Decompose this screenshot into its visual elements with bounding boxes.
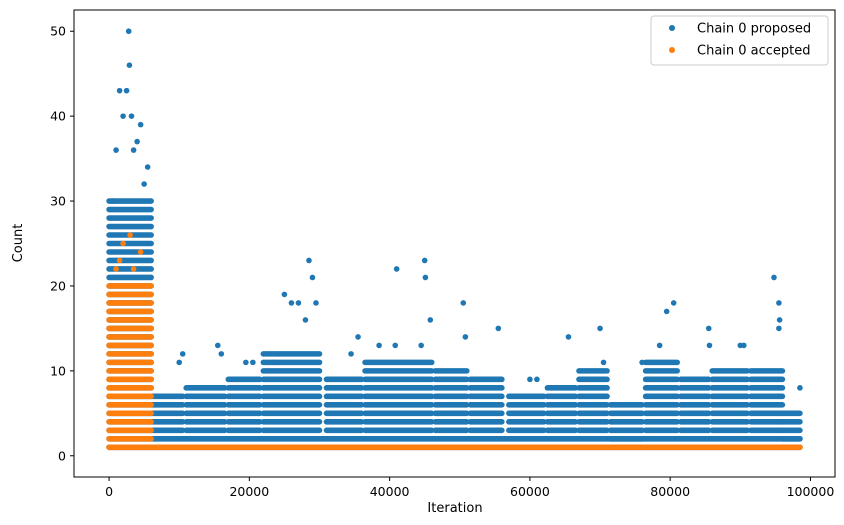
data-point-0-37 [462, 334, 469, 340]
x-tick-label: 40000 [370, 484, 410, 499]
data-point-1-3 [127, 232, 133, 238]
y-axis-ticks: 0 10 20 30 40 50 [50, 24, 74, 463]
data-point-0-31 [392, 342, 399, 349]
legend-marker-accepted [669, 47, 675, 53]
data-point-0-23 [302, 317, 309, 323]
data-point-0-27 [348, 351, 354, 357]
data-point-0-24 [306, 257, 312, 264]
data-point-1-1 [116, 257, 123, 264]
data-point-1-2 [120, 240, 126, 247]
data-point-0-42 [597, 325, 603, 332]
y-tick-label: 30 [50, 194, 66, 209]
data-point-0-44 [639, 359, 645, 366]
x-tick-label: 100000 [787, 484, 835, 499]
data-point-0-45 [656, 342, 663, 349]
legend-label-accepted: Chain 0 accepted [697, 44, 811, 59]
data-point-0-15 [214, 342, 221, 349]
data-point-0-18 [250, 359, 256, 366]
data-point-0-30 [393, 266, 400, 272]
data-point-0-38 [495, 325, 502, 332]
data-point-0-5 [125, 28, 132, 35]
data-point-0-7 [128, 113, 135, 119]
data-point-1-6 [141, 283, 147, 289]
plot-frame [73, 9, 836, 478]
data-point-0-1 [113, 147, 119, 153]
data-point-1-5 [137, 249, 144, 255]
data-point-0-34 [422, 274, 429, 281]
data-point-0-9 [134, 138, 140, 145]
x-axis-ticks: 0 20000 40000 60000 80000 100000 [105, 477, 834, 499]
data-point-0-19 [271, 359, 277, 366]
y-tick-label: 10 [50, 363, 66, 378]
series-band-group-1 [106, 283, 803, 451]
data-point-0-53 [776, 300, 782, 306]
data-point-0-26 [313, 300, 319, 306]
data-point-0-17 [243, 359, 249, 366]
data-point-0-33 [421, 257, 428, 264]
data-point-0-46 [663, 308, 670, 315]
data-point-1-0 [113, 266, 119, 272]
data-point-0-28 [355, 334, 361, 340]
data-point-0-4 [123, 87, 130, 94]
data-point-0-14 [179, 351, 186, 357]
x-tick-label: 60000 [510, 484, 550, 499]
data-point-1-4 [130, 266, 137, 272]
plot-points [109, 28, 803, 391]
legend: Chain 0 proposed Chain 0 accepted [650, 15, 829, 66]
data-point-0-29 [376, 342, 382, 349]
y-tick-label: 50 [50, 24, 66, 39]
data-point-0-36 [460, 300, 467, 306]
data-point-0-20 [281, 291, 288, 298]
x-axis-label: Iteration [427, 501, 482, 516]
x-tick-label: 20000 [229, 484, 269, 499]
data-point-0-32 [418, 342, 424, 349]
legend-label-proposed: Chain 0 proposed [697, 22, 811, 37]
data-point-0-10 [137, 121, 144, 128]
data-point-0-13 [176, 359, 183, 366]
legend-marker-proposed [669, 25, 675, 31]
data-point-0-8 [130, 147, 137, 153]
data-point-0-49 [706, 342, 713, 349]
y-tick-label: 20 [50, 278, 66, 293]
data-point-0-12 [144, 164, 151, 170]
data-point-0-21 [288, 300, 295, 306]
data-point-0-40 [534, 376, 540, 383]
data-point-0-51 [741, 342, 747, 349]
x-tick-label: 80000 [650, 484, 690, 499]
y-axis-label: Count [11, 224, 26, 263]
data-point-0-2 [116, 87, 123, 94]
y-tick-label: 0 [58, 448, 66, 463]
data-point-0-43 [600, 359, 607, 366]
data-point-0-3 [120, 113, 126, 119]
data-point-0-55 [776, 325, 782, 332]
data-point-0-47 [670, 300, 677, 306]
y-tick-label: 40 [50, 109, 66, 124]
data-point-0-22 [295, 300, 302, 306]
x-tick-label: 0 [105, 484, 113, 499]
data-point-1-7 [114, 291, 121, 298]
data-point-0-39 [527, 376, 533, 383]
data-point-0-16 [218, 351, 225, 357]
data-point-0-54 [776, 317, 783, 323]
data-point-0-6 [126, 62, 133, 68]
legend-box [650, 15, 829, 66]
data-point-0-25 [309, 274, 316, 281]
data-point-0-52 [771, 274, 777, 281]
data-point-0-35 [427, 317, 434, 323]
data-point-0-48 [705, 325, 712, 332]
data-point-0-56 [797, 385, 803, 391]
data-point-0-41 [565, 334, 572, 340]
data-point-0-11 [141, 181, 147, 187]
data-point-0-0 [109, 198, 116, 204]
